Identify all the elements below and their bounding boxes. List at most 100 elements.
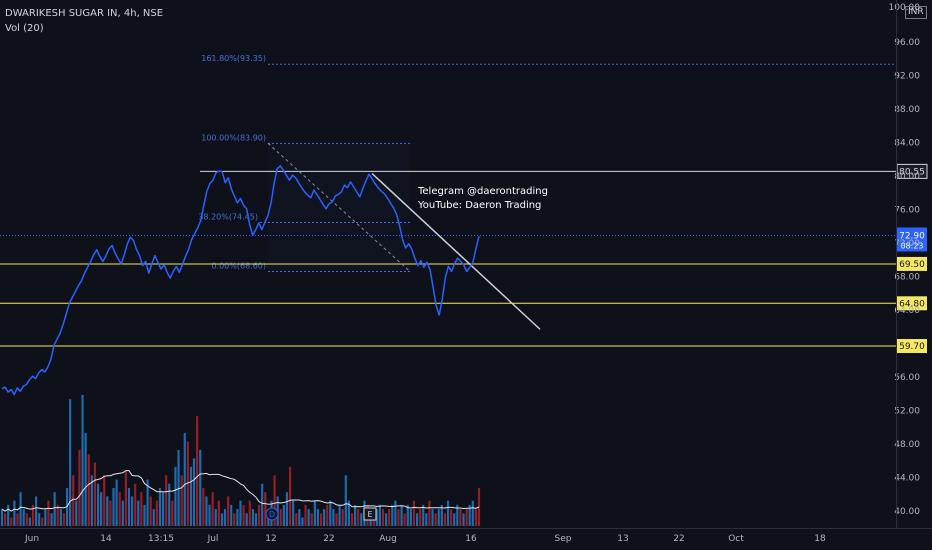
volume-bar <box>146 479 149 526</box>
volume-bar <box>298 509 301 526</box>
volume-bar <box>329 500 332 526</box>
volume-bar <box>332 509 335 526</box>
volume-bar <box>53 492 56 526</box>
volume-bar <box>264 492 267 526</box>
volume-bar <box>397 509 400 526</box>
price-tick-label: 72.00 <box>894 239 920 249</box>
volume-bar <box>477 487 481 526</box>
volume-bar <box>313 500 316 526</box>
volume-bar <box>391 504 394 526</box>
volume-ma <box>1 470 480 512</box>
volume-bar <box>0 509 4 526</box>
volume-bar <box>316 509 320 526</box>
volume-bar <box>34 496 38 526</box>
volume-bar <box>419 509 422 526</box>
volume-bar <box>87 454 90 526</box>
volume-bar <box>223 509 227 526</box>
volume-bar <box>96 483 100 526</box>
fib-trend-line <box>267 142 411 272</box>
volume-bar <box>428 500 431 526</box>
volume-bar <box>131 496 134 526</box>
volume-bar <box>183 433 186 526</box>
currency-badge[interactable]: INR <box>905 6 927 19</box>
annotation-line: Telegram @daerontrading <box>417 186 548 197</box>
volume-bar <box>462 513 465 526</box>
volume-bar <box>155 500 158 526</box>
trendlines[interactable] <box>267 142 541 330</box>
volume-bar <box>127 487 131 526</box>
volume-bar <box>81 395 84 526</box>
time-tick-label: 18 <box>814 534 826 544</box>
volume-bar <box>456 504 459 526</box>
volume-bar <box>384 513 388 526</box>
volume-bar <box>310 513 313 526</box>
volume-bar <box>168 483 171 526</box>
volume-bar <box>443 513 447 526</box>
volume-bar <box>227 496 230 526</box>
volume-bar <box>38 513 41 526</box>
volume-bar <box>431 509 434 526</box>
volume-bar <box>453 513 456 526</box>
volume-bar <box>319 513 323 526</box>
volume-bar <box>189 466 193 526</box>
fib-retracement[interactable]: 161.80%(93.35) 100.00%(83.90) 38.20%(74.45… <box>198 54 896 272</box>
annotation[interactable]: Telegram @daerontrading YouTube: Daeron T… <box>417 186 548 211</box>
volume-bar <box>323 509 326 526</box>
volume-bar <box>22 509 25 526</box>
volume-bar <box>360 513 363 526</box>
time-tick-label: 13:15 <box>148 534 174 544</box>
time-tick-label: Aug <box>379 534 397 544</box>
volume-bar <box>440 504 443 526</box>
fib-level-label: 0.00%(68.60) <box>211 261 266 270</box>
time-tick-label: 22 <box>323 534 334 544</box>
volume-bar <box>279 509 282 526</box>
volume-bar <box>31 504 35 526</box>
volume-bar <box>143 504 146 526</box>
volume-bar <box>381 509 385 526</box>
volume-bar <box>341 509 344 526</box>
volume-bar <box>347 500 350 526</box>
volume-bar <box>233 513 236 526</box>
volume-bar <box>378 504 381 526</box>
price-series <box>1 165 480 396</box>
volume-bar <box>177 449 180 526</box>
price-axis[interactable]: 100.00 96.00 92.00 88.00 84.00 80.00 76.00 72.0… <box>889 0 921 528</box>
volume-bar <box>251 509 254 526</box>
volume-bar <box>335 513 338 526</box>
volume-bar <box>109 500 112 526</box>
volume-bar <box>25 513 28 526</box>
volume-bar <box>239 500 242 526</box>
volume-bar <box>248 500 251 526</box>
time-axis[interactable]: Jun 14 13:15 Jul 12 22 Aug 16 Sep 13 22 Oct 18 <box>0 528 932 545</box>
volume-bar <box>425 513 428 526</box>
volume-bar <box>47 500 50 526</box>
earnings-marker <box>363 507 377 521</box>
volume-bar <box>165 475 168 526</box>
volume-bar <box>134 483 137 526</box>
volume-bar <box>357 509 360 526</box>
current-price-tag <box>897 227 927 252</box>
volume-bar <box>121 500 124 526</box>
volume-bar <box>285 492 289 526</box>
volume-bar <box>158 487 162 526</box>
annotation-line: YouTube: Daeron Trading <box>417 200 541 211</box>
time-tick-label: 16 <box>465 534 477 544</box>
symbol-title: DWARIKESH SUGAR IN, 4h, NSE <box>5 8 164 19</box>
volume-bar <box>4 513 7 526</box>
volume-bar <box>78 449 81 526</box>
volume-bar <box>90 475 93 526</box>
volume-bar <box>295 513 298 526</box>
price-tick-label: 76.00 <box>894 206 920 216</box>
volume-bar <box>161 492 165 526</box>
level-tag <box>897 296 927 311</box>
time-tick-label: Jun <box>24 534 39 544</box>
volume-bar <box>56 504 59 526</box>
volume-bar <box>192 458 196 526</box>
time-tick-label: 13 <box>617 534 628 544</box>
volume-bar <box>140 492 143 526</box>
volume-bar <box>242 504 245 526</box>
volume-bar <box>261 483 264 526</box>
